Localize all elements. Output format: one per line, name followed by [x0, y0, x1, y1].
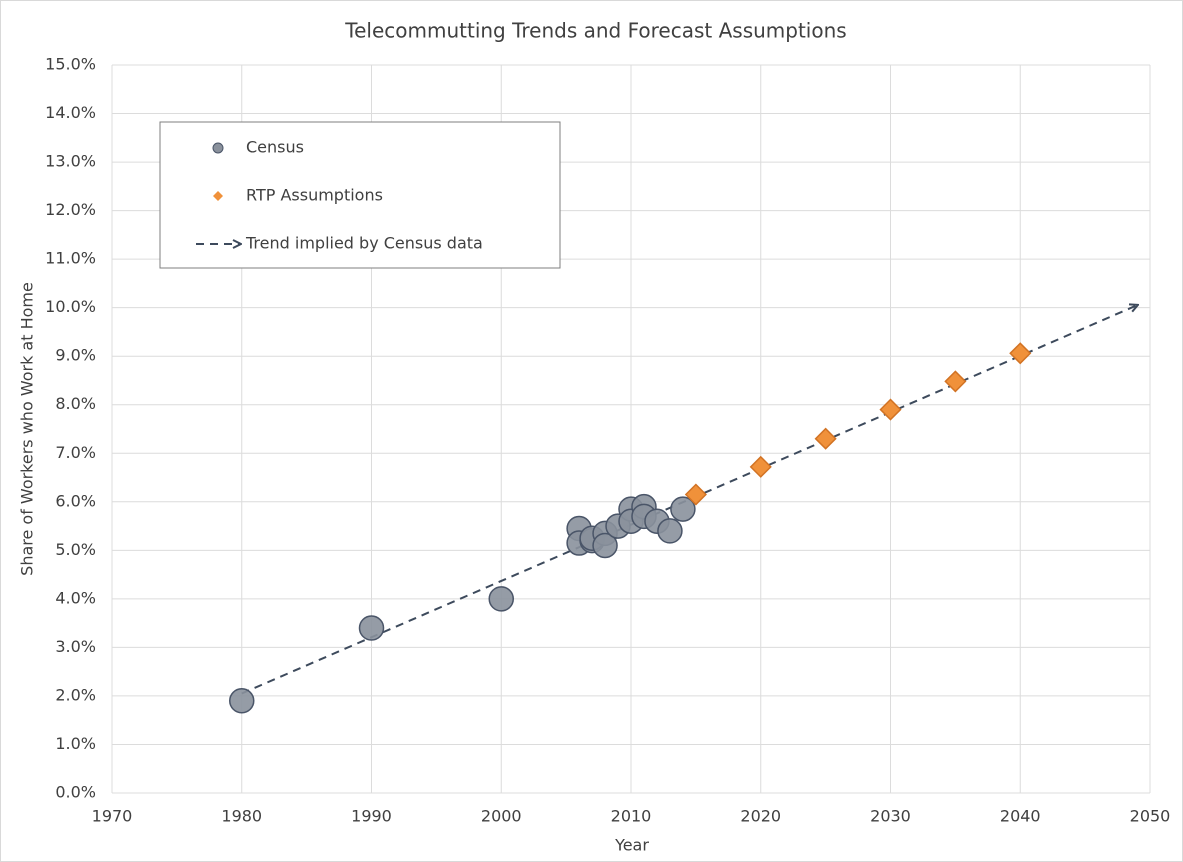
x-tick-label: 2030 — [870, 807, 911, 826]
y-tick-label: 14.0% — [45, 103, 96, 122]
rtp-point — [944, 370, 967, 393]
census-point — [358, 615, 385, 641]
rtp-point — [684, 483, 707, 506]
y-axis-label: Share of Workers who Work at Home — [18, 282, 37, 576]
legend-label: Trend implied by Census data — [245, 234, 483, 253]
x-tick-label: 2050 — [1130, 807, 1171, 826]
x-tick-label: 2020 — [740, 807, 781, 826]
x-tick-label: 2000 — [481, 807, 522, 826]
x-tick-label: 2010 — [611, 807, 652, 826]
legend-label: Census — [246, 138, 304, 157]
census-point — [592, 532, 618, 559]
rtp-point — [1009, 342, 1032, 365]
census-point — [670, 496, 696, 522]
y-tick-label: 6.0% — [55, 491, 96, 510]
y-tick-label: 3.0% — [55, 637, 96, 656]
y-tick-label: 9.0% — [55, 346, 96, 365]
rtp-point — [749, 455, 772, 478]
x-tick-label: 2040 — [1000, 807, 1041, 826]
y-tick-label: 2.0% — [55, 685, 96, 704]
x-tick-label: 1980 — [221, 807, 262, 826]
y-tick-label: 13.0% — [45, 152, 96, 171]
y-tick-label: 1.0% — [55, 734, 96, 753]
census-point — [229, 688, 255, 714]
legend-label: RTP Assumptions — [246, 186, 383, 205]
trend-line — [241, 305, 1137, 695]
y-tick-label: 4.0% — [55, 588, 96, 607]
legend-marker — [213, 191, 223, 201]
chart-title: Telecommutting Trends and Forecast Assum… — [344, 19, 846, 43]
legend-marker — [212, 142, 224, 154]
y-tick-label: 0.0% — [55, 783, 96, 802]
y-tick-label: 7.0% — [55, 443, 96, 462]
y-tick-label: 8.0% — [55, 394, 96, 413]
rtp-point — [879, 398, 902, 421]
y-tick-label: 12.0% — [45, 200, 96, 219]
x-tick-label: 1990 — [351, 807, 392, 826]
y-tick-label: 15.0% — [45, 55, 96, 74]
y-tick-label: 11.0% — [45, 249, 96, 268]
y-tick-label: 5.0% — [55, 540, 96, 559]
census-point — [488, 586, 514, 612]
x-tick-label: 1970 — [92, 807, 133, 826]
x-axis-label: Year — [614, 836, 649, 855]
census-point — [657, 518, 683, 544]
rtp-point — [814, 427, 837, 450]
y-tick-label: 10.0% — [45, 297, 96, 316]
